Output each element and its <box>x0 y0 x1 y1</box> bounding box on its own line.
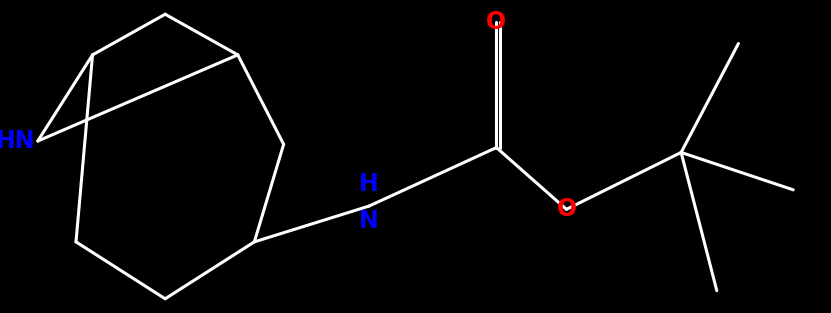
Text: O: O <box>557 197 577 221</box>
Text: N: N <box>359 209 379 233</box>
Text: HN: HN <box>0 129 35 153</box>
Text: O: O <box>486 10 506 34</box>
Text: H: H <box>359 172 379 196</box>
